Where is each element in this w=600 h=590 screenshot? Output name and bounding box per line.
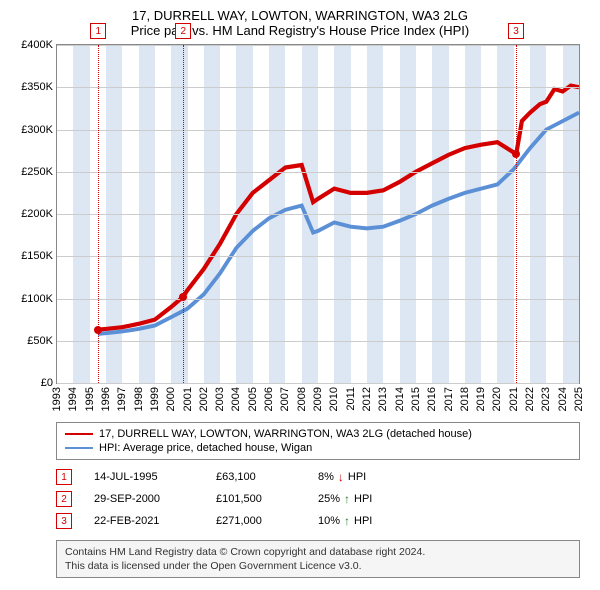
- x-axis-label: 1993: [51, 387, 63, 411]
- delta-suffix: HPI: [354, 493, 372, 505]
- x-axis-label: 1995: [84, 387, 96, 411]
- legend-item: HPI: Average price, detached house, Wiga…: [65, 441, 571, 455]
- delta-suffix: HPI: [348, 471, 366, 483]
- chart-marker-badge: 3: [508, 23, 524, 39]
- x-axis-label: 2021: [508, 387, 520, 411]
- marker-row: 1 14-JUL-1995 £63,100 8% ↓ HPI: [56, 466, 580, 488]
- x-axis-label: 1999: [149, 387, 161, 411]
- marker-date: 22-FEB-2021: [94, 515, 194, 527]
- x-axis-label: 2011: [345, 387, 357, 411]
- x-axis-label: 2017: [443, 387, 455, 411]
- chart: £0£50K£100K£150K£200K£250K£300K£350K£400…: [56, 44, 580, 414]
- gridline: [57, 130, 579, 131]
- x-axis-label: 2000: [165, 387, 177, 411]
- attribution: Contains HM Land Registry data © Crown c…: [56, 540, 580, 578]
- marker-price: £101,500: [216, 493, 296, 505]
- attribution-line-2: This data is licensed under the Open Gov…: [65, 559, 571, 573]
- series-line: [98, 86, 579, 330]
- x-axis-label: 2005: [247, 387, 259, 411]
- marker-delta: 8% ↓ HPI: [318, 470, 366, 484]
- y-axis-label: £400K: [21, 39, 53, 51]
- marker-point: [94, 326, 102, 334]
- marker-badge: 3: [56, 513, 72, 529]
- x-axis-label: 2023: [540, 387, 552, 411]
- delta-percent: 8%: [318, 471, 334, 483]
- delta-arrow-icon: ↑: [344, 492, 350, 506]
- marker-delta: 25% ↑ HPI: [318, 492, 372, 506]
- x-axis-label: 2002: [198, 387, 210, 411]
- x-axis-label: 2016: [426, 387, 438, 411]
- legend: 17, DURRELL WAY, LOWTON, WARRINGTON, WA3…: [56, 422, 580, 460]
- marker-badge: 1: [56, 469, 72, 485]
- y-axis-label: £300K: [21, 124, 53, 136]
- marker-guideline: [183, 45, 184, 383]
- marker-date: 29-SEP-2000: [94, 493, 194, 505]
- delta-arrow-icon: ↑: [344, 514, 350, 528]
- legend-label: 17, DURRELL WAY, LOWTON, WARRINGTON, WA3…: [99, 428, 472, 440]
- marker-row: 2 29-SEP-2000 £101,500 25% ↑ HPI: [56, 488, 580, 510]
- delta-arrow-icon: ↓: [338, 470, 344, 484]
- x-axis-label: 2024: [557, 387, 569, 411]
- x-axis-label: 1994: [67, 387, 79, 411]
- marker-guideline: [516, 45, 517, 383]
- gridline: [57, 45, 579, 46]
- legend-item: 17, DURRELL WAY, LOWTON, WARRINGTON, WA3…: [65, 427, 571, 441]
- y-axis-label: £100K: [21, 293, 53, 305]
- marker-row: 3 22-FEB-2021 £271,000 10% ↑ HPI: [56, 510, 580, 532]
- legend-swatch: [65, 433, 93, 435]
- marker-table: 1 14-JUL-1995 £63,100 8% ↓ HPI 2 29-SEP-2000 £10…: [56, 466, 580, 532]
- x-axis-label: 2025: [573, 387, 585, 411]
- y-axis-label: £350K: [21, 81, 53, 93]
- gridline: [57, 383, 579, 384]
- delta-suffix: HPI: [354, 515, 372, 527]
- legend-label: HPI: Average price, detached house, Wiga…: [99, 442, 312, 454]
- x-axis-label: 2013: [377, 387, 389, 411]
- x-axis-label: 2001: [182, 387, 194, 411]
- x-axis-label: 2014: [394, 387, 406, 411]
- gridline: [57, 172, 579, 173]
- marker-delta: 10% ↑ HPI: [318, 514, 372, 528]
- x-axis-label: 2008: [296, 387, 308, 411]
- x-axis-label: 2007: [279, 387, 291, 411]
- marker-point: [179, 293, 187, 301]
- x-axis-label: 2019: [475, 387, 487, 411]
- x-axis-label: 2009: [312, 387, 324, 411]
- gridline: [57, 299, 579, 300]
- gridline: [57, 256, 579, 257]
- marker-badge: 2: [56, 491, 72, 507]
- delta-percent: 25%: [318, 493, 340, 505]
- x-axis-label: 2022: [524, 387, 536, 411]
- y-axis-label: £50K: [27, 335, 53, 347]
- x-axis-label: 1998: [133, 387, 145, 411]
- legend-swatch: [65, 447, 93, 449]
- x-axis-label: 2015: [410, 387, 422, 411]
- x-axis-label: 2010: [328, 387, 340, 411]
- marker-price: £271,000: [216, 515, 296, 527]
- marker-point: [512, 150, 520, 158]
- y-axis-label: £150K: [21, 250, 53, 262]
- chart-marker-badge: 1: [90, 23, 106, 39]
- chart-marker-badge: 2: [175, 23, 191, 39]
- x-axis-label: 2003: [214, 387, 226, 411]
- y-axis-label: £200K: [21, 208, 53, 220]
- x-axis-label: 1996: [100, 387, 112, 411]
- y-axis-label: £250K: [21, 166, 53, 178]
- marker-price: £63,100: [216, 471, 296, 483]
- x-axis-label: 2012: [361, 387, 373, 411]
- x-axis-label: 2006: [263, 387, 275, 411]
- gridline: [57, 214, 579, 215]
- gridline: [57, 87, 579, 88]
- marker-date: 14-JUL-1995: [94, 471, 194, 483]
- x-axis-label: 2004: [230, 387, 242, 411]
- delta-percent: 10%: [318, 515, 340, 527]
- attribution-line-1: Contains HM Land Registry data © Crown c…: [65, 545, 571, 559]
- title-line-1: 17, DURRELL WAY, LOWTON, WARRINGTON, WA3…: [10, 8, 590, 23]
- x-axis-label: 2018: [459, 387, 471, 411]
- plot-area: £0£50K£100K£150K£200K£250K£300K£350K£400…: [56, 44, 580, 384]
- gridline: [57, 341, 579, 342]
- x-axis-label: 2020: [491, 387, 503, 411]
- x-axis-label: 1997: [116, 387, 128, 411]
